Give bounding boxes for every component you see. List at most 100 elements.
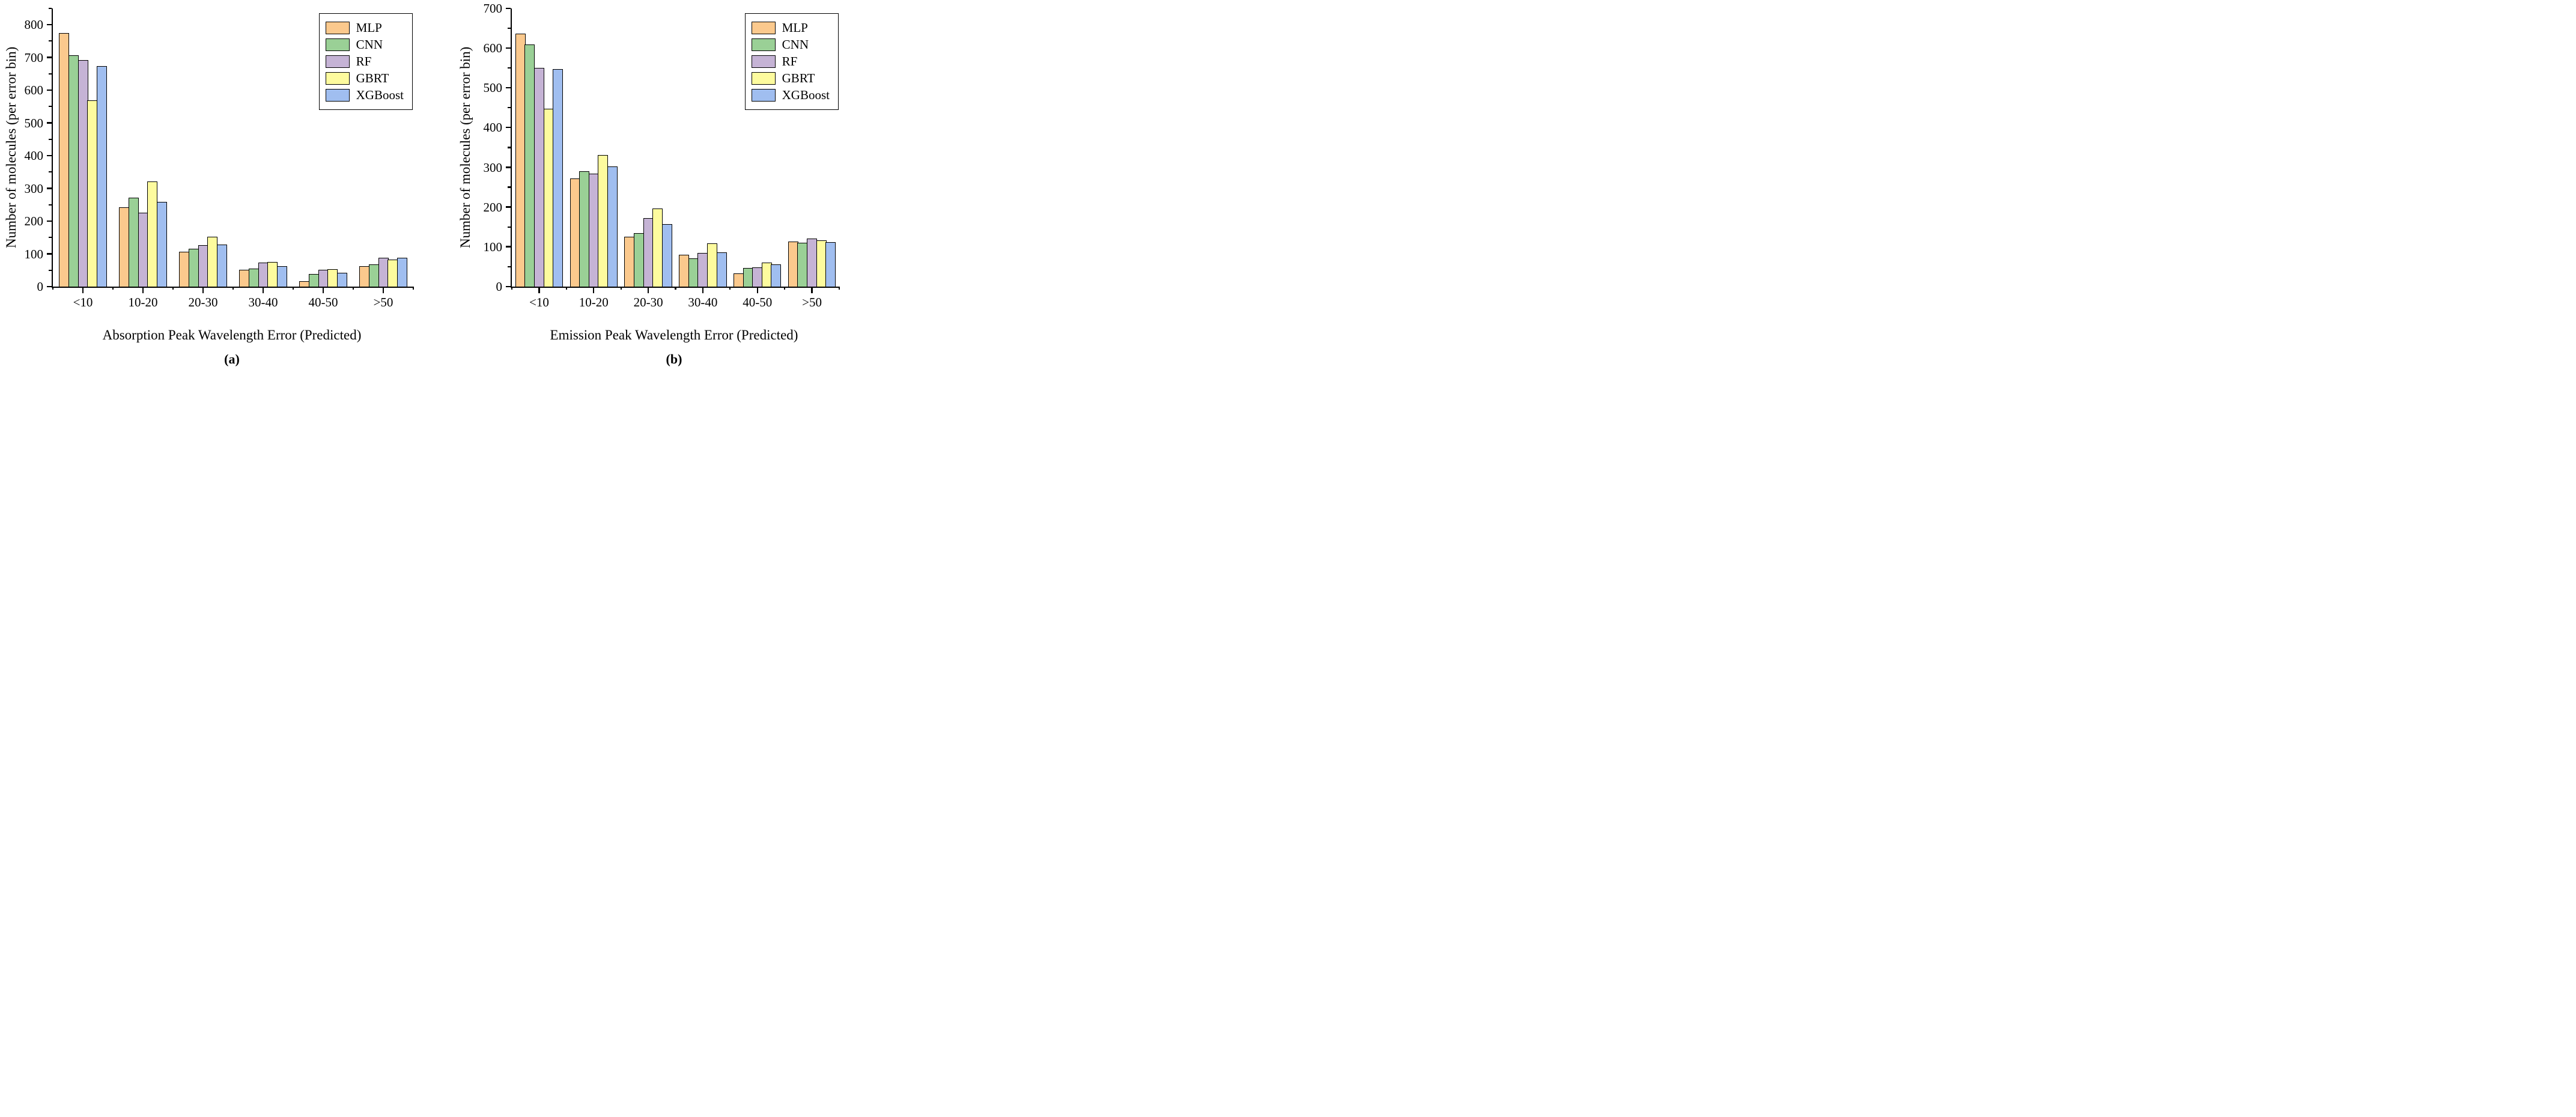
legend-swatch-icon	[751, 38, 776, 51]
y-axis-tick-label: 200	[24, 214, 44, 229]
x-axis-tick-minor	[112, 287, 114, 290]
x-axis-tick-label: >50	[373, 295, 393, 309]
legend: MLP CNN RF GBRT XGBoost	[318, 13, 413, 110]
legend-swatch-icon	[325, 38, 350, 51]
y-axis-tick-label: 0	[37, 279, 44, 294]
x-axis-tick-minor	[511, 287, 513, 290]
x-axis-tick-major	[538, 287, 540, 293]
legend-swatch-icon	[751, 22, 776, 34]
x-axis-tick-label: <10	[529, 295, 549, 309]
legend-item-xgboost: XGBoost	[325, 88, 404, 102]
x-axis-tick-label: <10	[73, 295, 93, 309]
bar-rf-20-30	[643, 218, 654, 287]
panel-emission: Number of molecules (per error bin) 0 100…	[455, 0, 859, 373]
y-axis-tick-major	[47, 187, 52, 189]
x-axis-tick-label: 40-50	[308, 295, 338, 309]
legend-label: CNN	[356, 37, 383, 52]
bar-cnn-10-20	[579, 171, 590, 287]
bar-gbrt-10-20	[598, 155, 609, 287]
y-axis-tick-label: 600	[483, 41, 503, 56]
bar-cnn->50	[797, 243, 808, 287]
bar-gbrt-20-30	[652, 208, 663, 287]
legend-label: XGBoost	[782, 88, 830, 102]
bar-mlp-20-30	[179, 252, 190, 287]
x-axis-tick-minor	[352, 287, 354, 290]
legend-item-cnn: CNN	[751, 38, 830, 52]
x-axis-tick-label: >50	[802, 295, 822, 309]
bar-rf-<10	[77, 59, 88, 287]
x-axis-tick-minor	[232, 287, 234, 290]
y-axis-tick-minor	[49, 204, 52, 205]
bar-gbrt-<10	[543, 108, 554, 287]
bar-xgboost->50	[825, 242, 836, 287]
x-axis-tick-major	[593, 287, 595, 293]
y-axis-tick-major	[506, 246, 511, 248]
y-axis-tick-label: 500	[483, 81, 503, 96]
x-axis-tick-major	[811, 287, 813, 293]
legend-swatch-icon	[325, 72, 350, 85]
y-axis-tick-label: 100	[24, 246, 44, 261]
y-axis-tick-major	[506, 166, 511, 168]
y-axis-tick-major	[47, 253, 52, 255]
y-axis-tick-minor	[508, 27, 511, 29]
bar-mlp-<10	[515, 34, 526, 287]
bar-rf-30-40	[258, 263, 269, 287]
x-axis-tick-label: 10-20	[128, 295, 158, 309]
y-axis-tick-label: 400	[24, 148, 44, 163]
bar-mlp-30-40	[239, 269, 250, 287]
legend-item-rf: RF	[325, 55, 404, 68]
legend-label: GBRT	[356, 71, 389, 85]
y-axis-tick-minor	[49, 106, 52, 108]
bar-xgboost-30-40	[716, 252, 727, 287]
y-axis-tick-label: 700	[24, 50, 44, 65]
legend: MLP CNN RF GBRT XGBoost	[744, 13, 839, 110]
legend-swatch-icon	[325, 55, 350, 68]
bar-cnn-10-20	[128, 197, 139, 287]
x-axis-tick-minor	[565, 287, 567, 290]
bar-gbrt-40-50	[327, 269, 338, 287]
y-axis-tick-major	[47, 220, 52, 222]
legend-item-rf: RF	[751, 54, 830, 68]
y-axis-tick-label: 200	[483, 199, 503, 215]
bar-gbrt-30-40	[707, 243, 718, 287]
bar-xgboost-<10	[96, 65, 107, 287]
bar-gbrt-10-20	[147, 181, 158, 287]
panel-absorption: Number of molecules (per error bin) 0 100…	[1, 0, 430, 373]
legend-item-gbrt: GBRT	[751, 71, 830, 85]
legend-item-cnn: CNN	[325, 37, 404, 52]
x-axis-tick-minor	[675, 287, 676, 290]
y-axis-tick-minor	[508, 147, 511, 148]
y-axis-tick-label: 0	[496, 279, 503, 294]
x-axis-tick-label: 30-40	[248, 295, 278, 309]
y-axis-tick-label: 400	[483, 120, 503, 135]
y-axis-tick-major	[47, 23, 52, 26]
x-axis-tick-major	[322, 287, 324, 293]
legend-swatch-icon	[751, 89, 776, 102]
x-axis-tick-label: 40-50	[743, 295, 773, 309]
y-axis-tick-minor	[49, 40, 52, 42]
bar-xgboost->50	[396, 257, 407, 287]
y-axis-tick-major	[47, 89, 52, 91]
bar-gbrt-<10	[87, 100, 98, 287]
bar-cnn-20-30	[633, 233, 644, 287]
y-axis-tick-label: 300	[483, 160, 503, 175]
bar-mlp-<10	[59, 32, 70, 287]
bar-cnn-30-40	[248, 269, 259, 287]
x-axis-tick-major	[202, 287, 204, 293]
bar-cnn-30-40	[688, 258, 699, 287]
legend-label: GBRT	[782, 71, 815, 85]
y-axis-tick-minor	[49, 73, 52, 75]
bar-mlp-20-30	[624, 236, 635, 287]
bar-gbrt->50	[387, 260, 398, 287]
y-axis-tick-label: 600	[24, 83, 44, 98]
legend-label: RF	[782, 54, 798, 68]
bar-rf-40-50	[752, 267, 763, 287]
legend-item-xgboost: XGBoost	[751, 88, 830, 102]
y-axis-tick-major	[47, 122, 52, 124]
y-axis-tick-major	[47, 56, 52, 58]
bar-mlp-40-50	[734, 273, 744, 287]
bar-cnn-40-50	[308, 274, 319, 287]
y-axis-tick-major	[506, 127, 511, 129]
bar-xgboost-30-40	[276, 266, 287, 287]
y-axis-tick-minor	[49, 269, 52, 271]
